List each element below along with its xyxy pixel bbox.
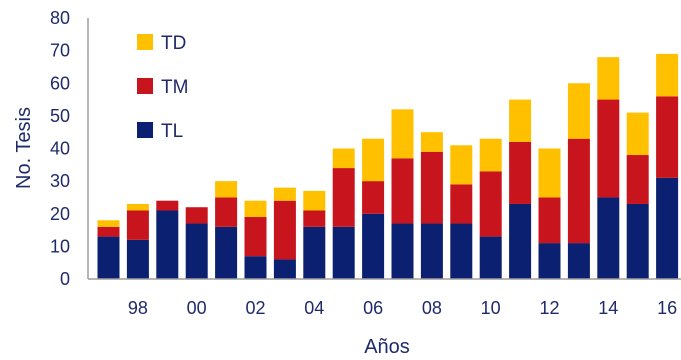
axes-layer: 0 10 20 30 40 50 60 70 80 98 00 02 04 06 08 10 12 14 16 [50,8,681,318]
bar-td-09 [450,145,473,185]
bar-tl-07 [391,223,414,279]
bar-tm-01 [215,197,238,227]
bar-td-15 [626,112,649,156]
bar-tm-13 [567,138,590,244]
bar-tl-16 [656,177,679,279]
bar-tm-02 [244,217,267,257]
bar-tm-09 [450,184,473,224]
y-tick-label-40: 40 [50,139,70,159]
y-tick-label-80: 80 [50,8,70,28]
bar-td-01 [215,181,238,198]
y-tick-label-70: 70 [50,41,70,61]
bar-tl-12 [538,243,561,279]
bar-tl-05 [332,226,355,279]
bar-tl-04 [303,226,326,279]
bar-td-02 [244,200,267,218]
bar-tm-06 [362,181,385,214]
bar-td-08 [420,132,443,152]
bar-tl-99 [156,210,179,279]
bar-tl-97 [97,236,120,279]
bar-td-16 [656,53,679,97]
x-tick-label-16: 16 [657,298,677,318]
bar-tm-00 [185,207,208,224]
bar-td-04 [303,190,326,211]
y-tick-label-10: 10 [50,236,70,256]
bar-td-03 [273,187,296,201]
bar-tl-01 [215,226,238,279]
bar-tl-11 [509,203,532,279]
x-tick-label-06: 06 [363,298,383,318]
bar-tm-03 [273,200,296,260]
bar-td-13 [567,83,590,139]
y-tick-label-30: 30 [50,171,70,191]
y-tick-label-20: 20 [50,204,70,224]
bar-tm-15 [626,155,649,204]
legend-swatch-td [137,34,153,50]
bar-tm-10 [479,171,502,237]
legend-swatch-tl [137,122,153,138]
bar-td-98 [126,203,149,211]
bar-tl-98 [126,239,149,279]
bar-tl-15 [626,203,649,279]
bar-tl-09 [450,223,473,279]
bar-tm-08 [420,151,443,224]
bar-tm-99 [156,200,179,211]
bar-tm-05 [332,168,355,227]
y-tick-label-50: 50 [50,106,70,126]
legend: TD TM TL [137,33,188,142]
x-tick-label-10: 10 [481,298,501,318]
bar-tl-13 [567,243,590,279]
bar-td-10 [479,138,502,172]
bars-layer [97,53,679,279]
x-tick-label-14: 14 [598,298,618,318]
bar-tl-14 [597,197,620,279]
x-tick-label-04: 04 [304,298,324,318]
x-tick-label-02: 02 [245,298,265,318]
bar-tm-14 [597,99,620,198]
y-tick-label-0: 0 [60,269,70,289]
legend-label-td: TD [161,33,186,54]
bar-tm-16 [656,96,679,178]
x-axis-title: Años [364,336,410,358]
bar-tm-11 [509,141,532,204]
bar-tm-04 [303,210,326,227]
bar-td-07 [391,109,414,159]
bar-tm-98 [126,210,149,240]
x-tick-label-00: 00 [187,298,207,318]
bar-tm-07 [391,158,414,224]
bar-tl-00 [185,223,208,279]
bar-tl-06 [362,213,385,279]
bar-tl-02 [244,256,267,279]
y-axis-title: No. Tesis [13,107,35,189]
x-tick-label-08: 08 [422,298,442,318]
bar-td-11 [509,99,532,142]
bar-tm-97 [97,226,120,237]
bar-tl-10 [479,236,502,279]
legend-swatch-tm [137,78,153,94]
bar-tm-12 [538,197,561,244]
bar-tl-08 [420,223,443,279]
x-tick-label-98: 98 [128,298,148,318]
legend-label-tl: TL [161,121,183,142]
bar-td-05 [332,148,355,169]
x-tick-label-12: 12 [539,298,559,318]
bar-td-14 [597,57,620,100]
bar-tl-03 [273,259,296,279]
legend-label-tm: TM [161,77,188,98]
y-tick-label-60: 60 [50,73,70,93]
bar-td-97 [97,220,120,227]
bar-td-06 [362,138,385,182]
bar-td-12 [538,148,561,198]
